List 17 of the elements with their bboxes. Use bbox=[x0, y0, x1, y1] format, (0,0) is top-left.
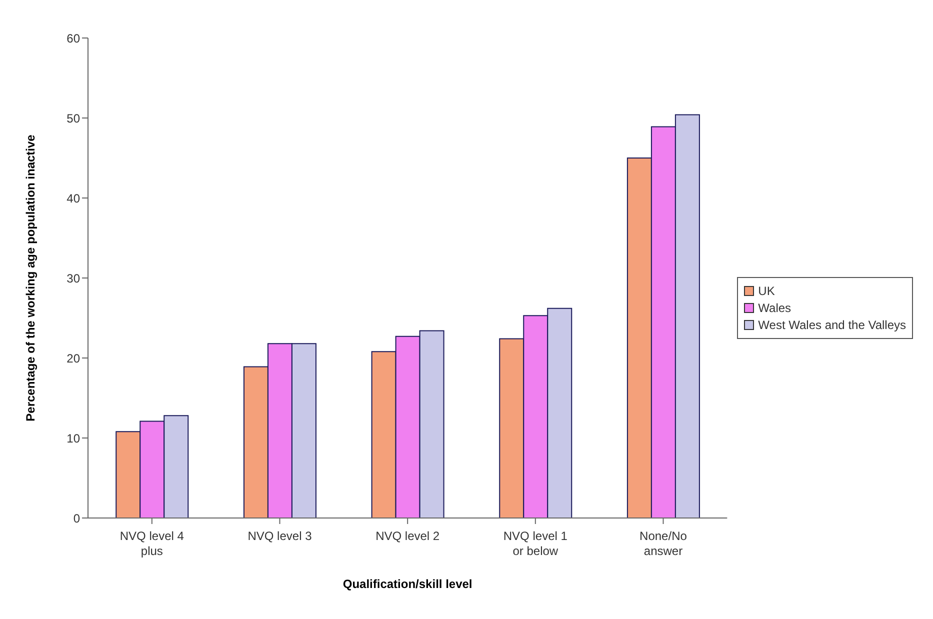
x-tick-label: NVQ level 1 or below bbox=[503, 529, 568, 558]
y-tick-label: 20 bbox=[66, 351, 80, 366]
y-axis-title: Percentage of the working age population inactive bbox=[23, 134, 38, 422]
x-tick-label: None/No answer bbox=[640, 529, 688, 558]
y-tick-label: 10 bbox=[66, 431, 80, 446]
y-tick-label: 0 bbox=[73, 511, 80, 526]
y-tick-label: 50 bbox=[66, 111, 80, 126]
x-tick-label: NVQ level 4 plus bbox=[120, 529, 184, 558]
y-tick-label: 30 bbox=[66, 271, 80, 286]
x-tick-label: NVQ level 2 bbox=[376, 529, 440, 543]
legend-label: Wales bbox=[757, 301, 792, 315]
legend-label: West Wales and the Valleys bbox=[757, 318, 906, 332]
x-tick-label: NVQ level 3 bbox=[248, 529, 312, 543]
legend-label: UK bbox=[757, 284, 776, 298]
y-tick-label: 40 bbox=[66, 191, 80, 206]
y-tick-label: 60 bbox=[66, 31, 80, 46]
x-axis-title: Qualification/skill level bbox=[342, 577, 472, 591]
